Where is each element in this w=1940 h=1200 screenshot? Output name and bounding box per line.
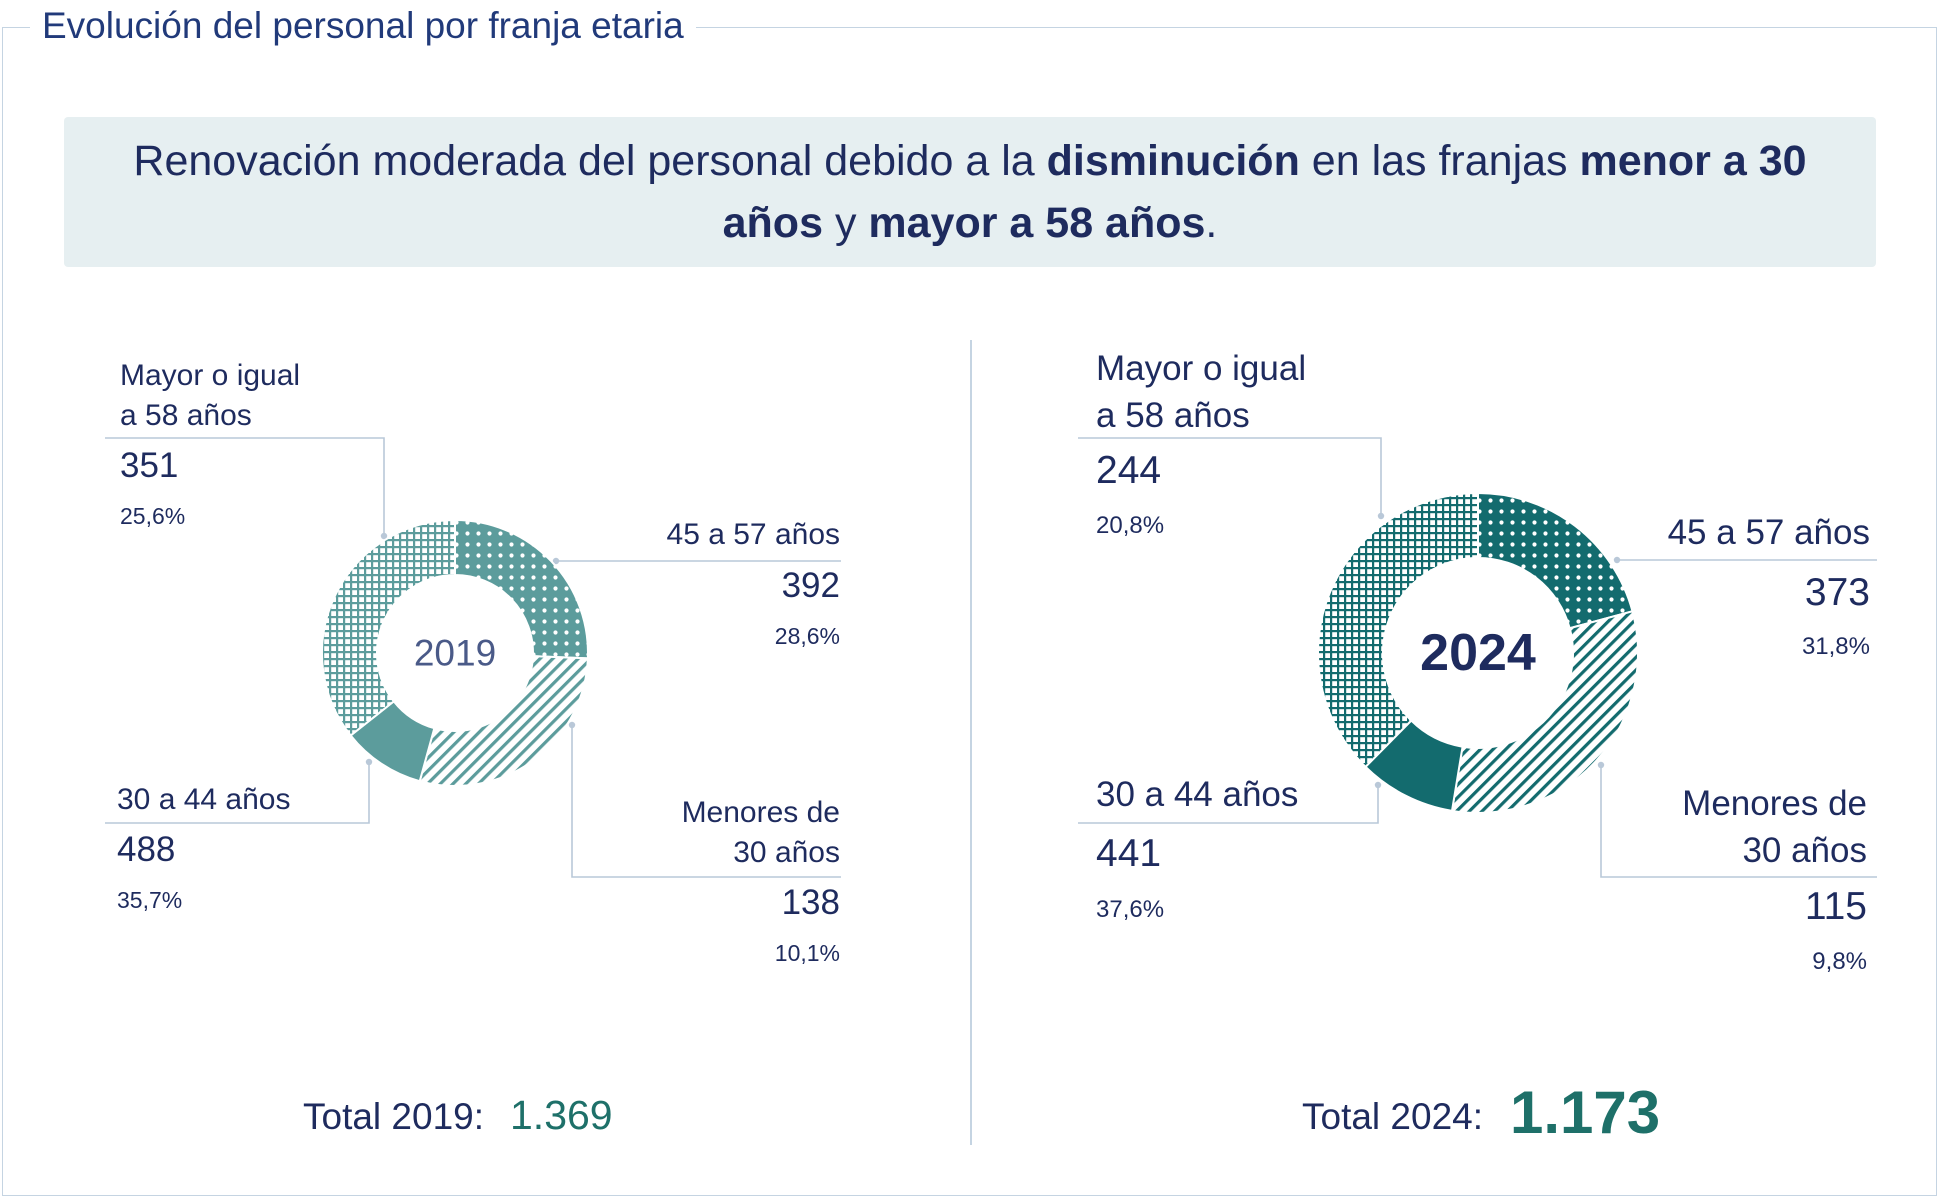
donut-center-label-2024: 2024 [1420,624,1536,682]
headline-part-1: disminución [1046,137,1300,185]
label-2019-mayor: Mayor o igual a 58 años [120,356,300,436]
label-2024-mayor: Mayor o igual a 58 años [1096,345,1306,439]
label-2019-mayor-line1: Mayor o igual [120,359,301,392]
label-2024-menores-line1: Menores de [1682,784,1867,823]
leader-2019-mayor-58 [105,437,385,536]
headline-banner: Renovación moderada del personal debido … [64,117,1876,267]
leader-2024-mayor-58 [1078,437,1382,516]
panel-frame [2,27,1937,1196]
label-2024-45-57: 45 a 57 años [1667,513,1870,552]
percent-2024-30-44: 37,6% [1096,896,1165,923]
headline-part-2: en las franjas [1299,137,1580,185]
percent-2024-mayor: 20,8% [1096,512,1165,539]
headline-part-4: y [823,199,869,247]
donut-slice-2024-45-57 [1450,610,1639,814]
headline-part-6: . [1205,199,1218,247]
leader-2024-menores-30 [1600,765,1877,878]
panel-title: Evolución del personal por franja etaria [30,2,696,50]
leader-dot-2019-45-57 [552,557,560,565]
value-2024-45-57: 373 [1804,571,1870,614]
value-2024-30-44: 441 [1096,832,1162,875]
donut-slice-2019-30-44 [321,518,456,737]
percent-2019-mayor: 25,6% [120,503,186,529]
total-2019-value: 1.369 [510,1092,613,1138]
leader-dot-2019-mayor-58 [380,532,388,540]
leader-dot-2019-30-44 [365,758,373,766]
leader-dot-2019-menores-30 [568,721,576,729]
leader-2019-menores-30 [571,725,841,878]
label-2019-menores-line2: 30 años [733,836,840,869]
value-2019-mayor: 351 [120,446,179,485]
percent-2019-menores: 10,1% [774,940,840,966]
leader-dot-2024-menores-30 [1597,761,1605,769]
donut-slice-2019-mayor-58 [454,518,589,660]
leader-2024-30-44 [1078,785,1379,824]
value-2019-45-57: 392 [781,566,840,605]
value-2024-menores: 115 [1804,885,1867,928]
leader-dot-2024-30-44 [1374,781,1382,789]
label-2024-mayor-line1: Mayor o igual [1096,349,1307,388]
donut-slice-2019-45-57 [418,655,589,787]
value-2019-30-44: 488 [117,830,176,869]
leader-dot-2024-45-57 [1613,556,1621,564]
leader-2019-30-44 [105,762,370,824]
label-2019-mayor-line2: a 58 años [120,399,252,432]
percent-2024-45-57: 31,8% [1801,633,1870,660]
total-2024-label: Total 2024: [1302,1096,1484,1137]
percent-2019-30-44: 35,7% [117,887,183,913]
label-2024-30-44: 30 a 44 años [1096,775,1299,814]
chart-divider [970,340,972,1145]
donut-slice-2024-mayor-58 [1477,491,1634,630]
label-2024-mayor-line2: a 58 años [1096,396,1250,435]
donut-slice-2024-30-44 [1317,491,1479,769]
leader-dot-2024-mayor-58 [1377,512,1385,520]
label-2024-menores-line2: 30 años [1742,831,1867,870]
label-2019-30-44: 30 a 44 años [117,783,291,816]
value-2024-mayor: 244 [1096,449,1162,492]
label-2019-menores: Menores de 30 años [682,793,840,873]
total-2024-value: 1.173 [1510,1079,1661,1146]
headline-text: Renovación moderada del personal debido … [104,130,1836,254]
headline-part-0: Renovación moderada del personal debido … [133,137,1047,185]
value-2019-menores: 138 [781,883,840,922]
label-2024-menores: Menores de 30 años [1682,780,1867,874]
label-2019-45-57: 45 a 57 años [666,518,840,551]
total-2019-label: Total 2019: [303,1096,485,1137]
label-2019-menores-line1: Menores de [681,796,840,829]
headline-part-3: menor a 30 años [722,137,1807,247]
percent-2019-45-57: 28,6% [774,623,840,649]
headline-part-5: mayor a 58 años [868,199,1206,247]
percent-2024-menores: 9,8% [1812,948,1867,975]
donut-center-label-2019: 2019 [414,633,496,674]
